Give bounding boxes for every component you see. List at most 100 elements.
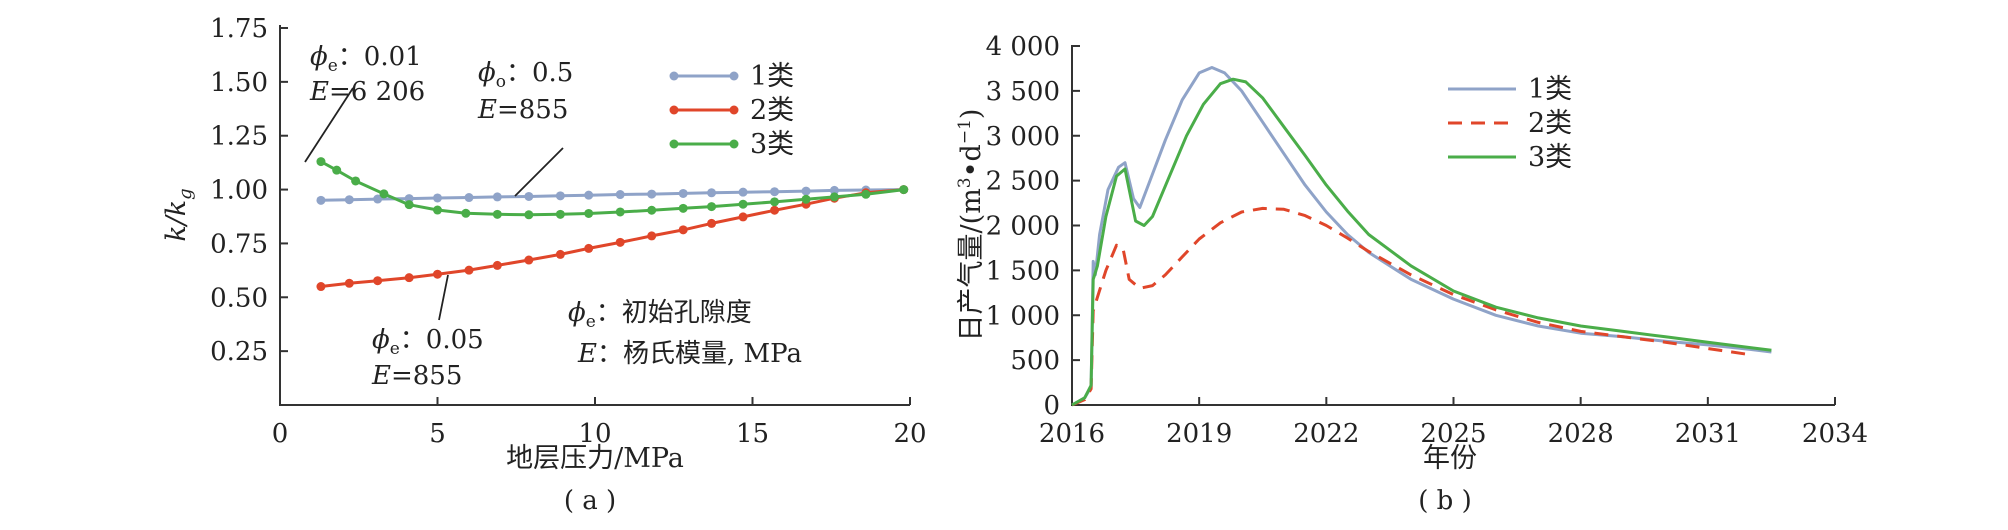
chart-b: 2016 2019 2022 2025 2028 2031 2034 0 500 1 000 1 5… — [955, 32, 1868, 516]
x-tick-label: 2028 — [1548, 419, 1614, 449]
data-point — [373, 276, 383, 286]
data-point — [316, 195, 326, 205]
chart-b-ylabel: 日产气量/(m3•d−1) — [955, 109, 987, 342]
data-point — [316, 282, 326, 292]
annotation-a3-phi: ϕe：0.05 — [372, 325, 484, 359]
data-point — [404, 273, 414, 283]
y-tick-label: 4 000 — [986, 32, 1060, 62]
chart-a-panel-label: ( a ) — [564, 486, 616, 516]
data-point — [707, 188, 717, 198]
data-point — [801, 194, 811, 204]
data-point — [770, 187, 780, 197]
y-tick-label: 2 500 — [986, 167, 1060, 197]
series-line-2 — [1071, 206, 1751, 407]
data-point — [524, 210, 534, 220]
data-point — [707, 202, 717, 212]
data-point — [615, 190, 625, 200]
data-point — [738, 187, 748, 197]
y-tick-label: 1.50 — [210, 68, 268, 98]
legend-label: 1类 — [1528, 74, 1572, 105]
y-tick-label: 0 — [1043, 391, 1060, 421]
data-point — [555, 191, 565, 201]
legend-marker — [669, 105, 679, 115]
x-tick-label: 2025 — [1420, 419, 1486, 449]
annotation-a1-leader — [304, 87, 354, 163]
y-tick-label: 500 — [1010, 346, 1060, 376]
x-tick-label: 2034 — [1802, 419, 1868, 449]
legend-marker — [729, 71, 739, 81]
data-point — [770, 197, 780, 207]
data-point — [344, 278, 354, 288]
chart-a-xlabel: 地层压力/MPa — [506, 443, 684, 474]
data-point — [584, 243, 594, 253]
x-tick-label: 15 — [736, 419, 769, 449]
data-point — [464, 193, 474, 203]
chart-b-xlabel: 年份 — [1423, 443, 1477, 474]
annotation-a2-leader — [514, 147, 564, 197]
annotation-a2-phi: ϕo：0.5 — [478, 58, 573, 92]
legend-label: 1类 — [750, 61, 794, 92]
data-point — [433, 205, 442, 215]
data-point — [492, 209, 502, 219]
data-point — [770, 205, 780, 215]
data-point — [464, 265, 474, 275]
data-point — [678, 225, 688, 235]
note-porosity: ϕe：初始孔隙度 — [568, 298, 752, 332]
legend-marker — [729, 105, 739, 115]
note-youngs-modulus: E：杨氏模量, MPa — [577, 339, 802, 369]
x-tick-label: 20 — [893, 419, 926, 449]
data-point — [524, 255, 534, 265]
annotation-a1-phi: ϕe：0.01 — [310, 42, 422, 76]
data-point — [555, 209, 565, 219]
y-tick-label: 0.50 — [210, 283, 268, 313]
data-point — [647, 189, 657, 199]
x-tick-label: 2016 — [1039, 419, 1105, 449]
data-point — [584, 190, 594, 200]
data-point — [492, 260, 502, 270]
data-point — [615, 207, 625, 217]
data-point — [738, 212, 748, 222]
chart-b-panel-label: ( b ) — [1418, 486, 1471, 516]
data-point — [647, 205, 657, 215]
data-point — [829, 192, 839, 202]
data-point — [584, 208, 594, 218]
data-point — [344, 195, 354, 205]
x-tick-label: 2022 — [1293, 419, 1359, 449]
series-line-1 — [1071, 66, 1772, 407]
data-point — [379, 189, 389, 199]
chart-a-ylabel: k/kg — [161, 188, 196, 241]
legend-label: 2类 — [750, 95, 794, 126]
x-tick-label: 2019 — [1166, 419, 1232, 449]
annotation-a2-e: E=855 — [477, 95, 568, 125]
y-tick-label: 1.00 — [210, 176, 268, 206]
data-point — [899, 185, 909, 195]
data-point — [801, 186, 811, 196]
y-tick-label: 1 500 — [986, 256, 1060, 286]
x-tick-label: 5 — [429, 419, 446, 449]
legend-label: 2类 — [1528, 108, 1572, 139]
chart-a: 0 5 10 15 20 0.25 0.50 0.75 1.00 1.25 1.50 1.75 1类2… — [161, 14, 927, 516]
data-point — [615, 237, 625, 247]
data-point — [647, 231, 657, 241]
data-point — [555, 249, 565, 259]
y-tick-label: 1.25 — [210, 122, 268, 152]
data-point — [461, 208, 471, 218]
y-tick-label: 1.75 — [210, 14, 268, 44]
x-tick-label: 2031 — [1675, 419, 1741, 449]
y-tick-label: 2 000 — [986, 212, 1060, 242]
legend-marker — [669, 139, 679, 149]
chart-a-axes — [279, 25, 910, 406]
legend-label: 3类 — [1528, 142, 1572, 173]
data-point — [738, 199, 748, 209]
data-point — [404, 200, 414, 210]
legend-marker — [669, 71, 679, 81]
legend-label: 3类 — [750, 129, 794, 160]
data-point — [829, 185, 839, 195]
series-line-2 — [320, 188, 904, 288]
legend-marker — [729, 139, 739, 149]
series-line-1 — [320, 188, 904, 202]
x-tick-label: 0 — [272, 419, 289, 449]
y-tick-label: 0.25 — [210, 337, 268, 367]
data-point — [433, 269, 442, 279]
